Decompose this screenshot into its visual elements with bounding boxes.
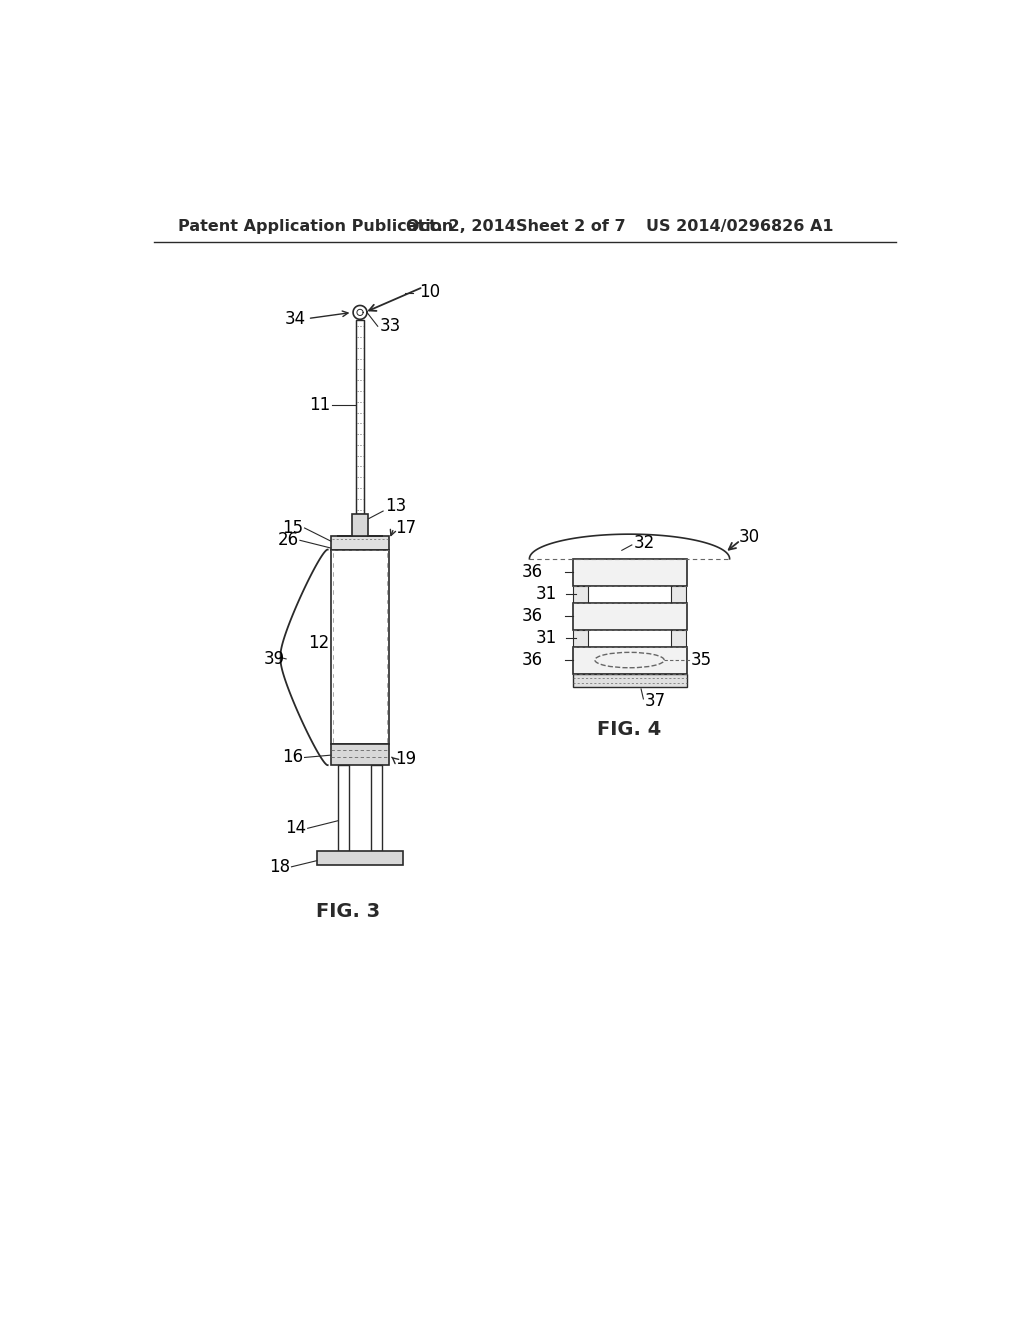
Text: 34: 34	[285, 310, 305, 327]
Text: 35: 35	[691, 651, 713, 669]
Bar	[331, 536, 389, 549]
Text: 30: 30	[739, 528, 760, 546]
Bar	[671, 586, 686, 603]
Bar	[371, 766, 382, 851]
Text: 18: 18	[269, 858, 290, 875]
Bar	[356, 321, 364, 515]
Bar	[339, 766, 349, 851]
Polygon shape	[337, 515, 383, 536]
Text: FIG. 3: FIG. 3	[316, 902, 381, 921]
Bar	[572, 603, 686, 630]
Text: 26: 26	[278, 532, 298, 549]
Text: 17: 17	[395, 519, 417, 537]
Text: 19: 19	[395, 750, 417, 768]
Bar	[572, 673, 686, 688]
Text: FIG. 4: FIG. 4	[597, 721, 662, 739]
Bar	[316, 851, 403, 866]
Text: 12: 12	[308, 635, 330, 652]
Bar	[572, 586, 588, 603]
Text: Patent Application Publication: Patent Application Publication	[178, 219, 454, 234]
Text: 10: 10	[419, 282, 440, 301]
Text: 11: 11	[309, 396, 331, 413]
Text: 16: 16	[282, 748, 303, 767]
Text: Sheet 2 of 7: Sheet 2 of 7	[515, 219, 626, 234]
Text: 36: 36	[522, 564, 544, 581]
Bar	[331, 743, 389, 766]
Text: 32: 32	[634, 535, 654, 552]
Text: Oct. 2, 2014: Oct. 2, 2014	[407, 219, 516, 234]
Bar	[572, 647, 686, 673]
Text: US 2014/0296826 A1: US 2014/0296826 A1	[646, 219, 834, 234]
Text: 37: 37	[645, 692, 666, 710]
Text: 31: 31	[536, 585, 557, 603]
Bar	[572, 630, 588, 647]
Bar	[671, 630, 686, 647]
Bar	[331, 549, 389, 743]
Text: 13: 13	[385, 498, 406, 515]
Text: 15: 15	[282, 519, 303, 537]
Text: 14: 14	[285, 820, 306, 837]
Text: 39: 39	[263, 649, 285, 668]
Bar	[572, 558, 686, 586]
Text: 36: 36	[522, 651, 544, 669]
Text: 36: 36	[522, 607, 544, 626]
Text: 33: 33	[379, 317, 400, 335]
Text: 31: 31	[536, 630, 557, 647]
